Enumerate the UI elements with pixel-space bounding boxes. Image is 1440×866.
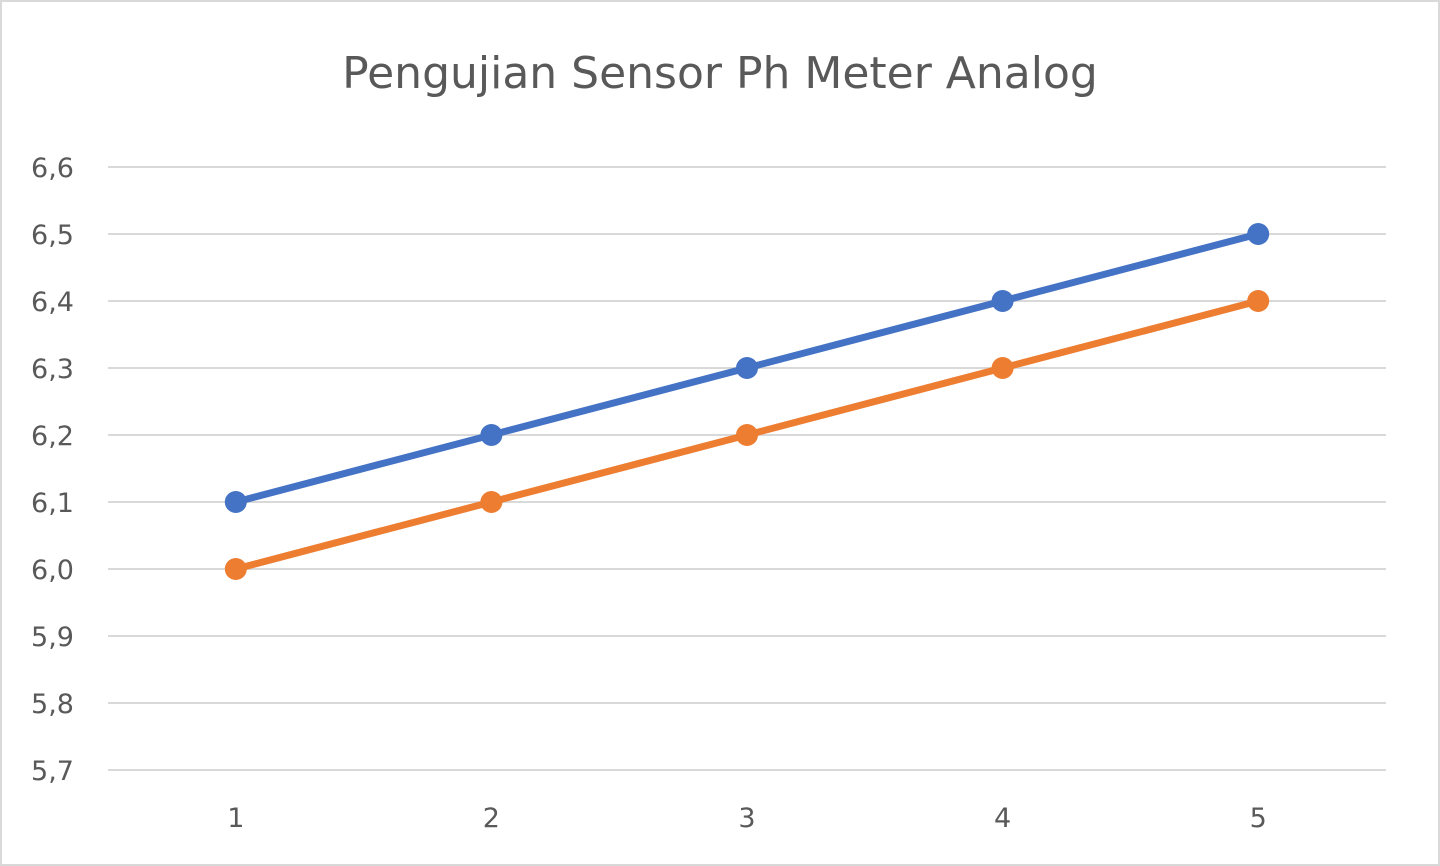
- y-tick-label: 6,3: [31, 354, 74, 385]
- x-tick-label: 5: [1250, 803, 1267, 834]
- data-point: [736, 424, 758, 446]
- x-tick-label: 2: [483, 803, 500, 834]
- data-point: [991, 290, 1014, 312]
- x-axis-ticks: 1 2 3 4 5: [227, 803, 1267, 834]
- y-tick-label: 6,4: [31, 287, 74, 318]
- y-tick-label: 6,1: [31, 488, 74, 519]
- y-tick-label: 5,9: [31, 622, 74, 653]
- series-group: [224, 223, 1270, 580]
- y-tick-label: 6,0: [31, 555, 74, 586]
- x-tick-label: 1: [227, 803, 244, 834]
- data-point: [224, 491, 247, 513]
- data-point: [480, 491, 503, 513]
- y-tick-label: 6,5: [31, 220, 74, 251]
- data-point: [224, 558, 247, 580]
- x-tick-label: 4: [994, 803, 1011, 834]
- y-axis-ticks: 5,7 5,8 5,9 6,0 6,1 6,2 6,3 6,4 6,5 6,6: [31, 153, 74, 787]
- x-tick-label: 3: [738, 803, 755, 834]
- data-point: [1247, 223, 1270, 245]
- chart-title: Pengujian Sensor Ph Meter Analog: [342, 48, 1098, 99]
- data-point: [480, 424, 503, 446]
- y-tick-label: 6,2: [31, 421, 74, 452]
- y-tick-label: 6,6: [31, 153, 74, 184]
- gridlines: [108, 166, 1386, 771]
- data-point: [1247, 290, 1270, 312]
- data-point: [991, 357, 1014, 379]
- y-tick-label: 5,7: [31, 756, 74, 787]
- y-tick-label: 5,8: [31, 689, 74, 720]
- data-point: [736, 357, 758, 379]
